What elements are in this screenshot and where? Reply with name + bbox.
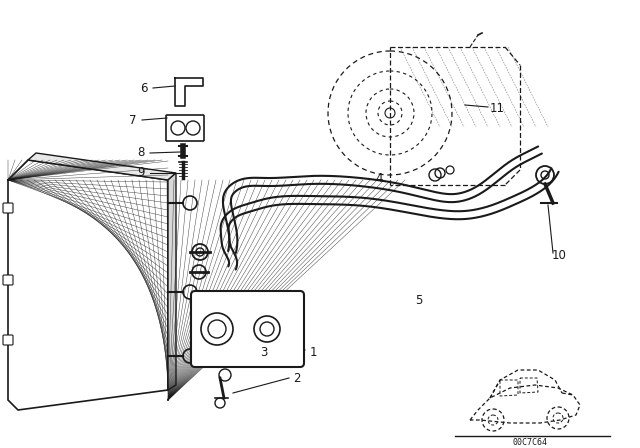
FancyBboxPatch shape	[166, 115, 204, 141]
FancyBboxPatch shape	[3, 275, 13, 285]
Polygon shape	[168, 173, 176, 390]
Polygon shape	[8, 160, 168, 410]
Polygon shape	[28, 153, 176, 180]
Text: 2: 2	[293, 371, 301, 384]
Text: 8: 8	[138, 146, 145, 159]
Text: 3: 3	[260, 345, 268, 358]
Text: 1: 1	[310, 345, 317, 358]
Text: 7: 7	[129, 113, 137, 126]
Text: 4: 4	[375, 172, 383, 185]
Text: 6: 6	[141, 82, 148, 95]
FancyBboxPatch shape	[3, 203, 13, 213]
Text: 00C7C64: 00C7C64	[513, 438, 547, 447]
FancyBboxPatch shape	[3, 335, 13, 345]
FancyBboxPatch shape	[191, 291, 304, 367]
Text: 10: 10	[552, 249, 567, 262]
Text: 5: 5	[415, 293, 422, 306]
Text: 11: 11	[490, 102, 505, 115]
Text: 9: 9	[138, 165, 145, 178]
